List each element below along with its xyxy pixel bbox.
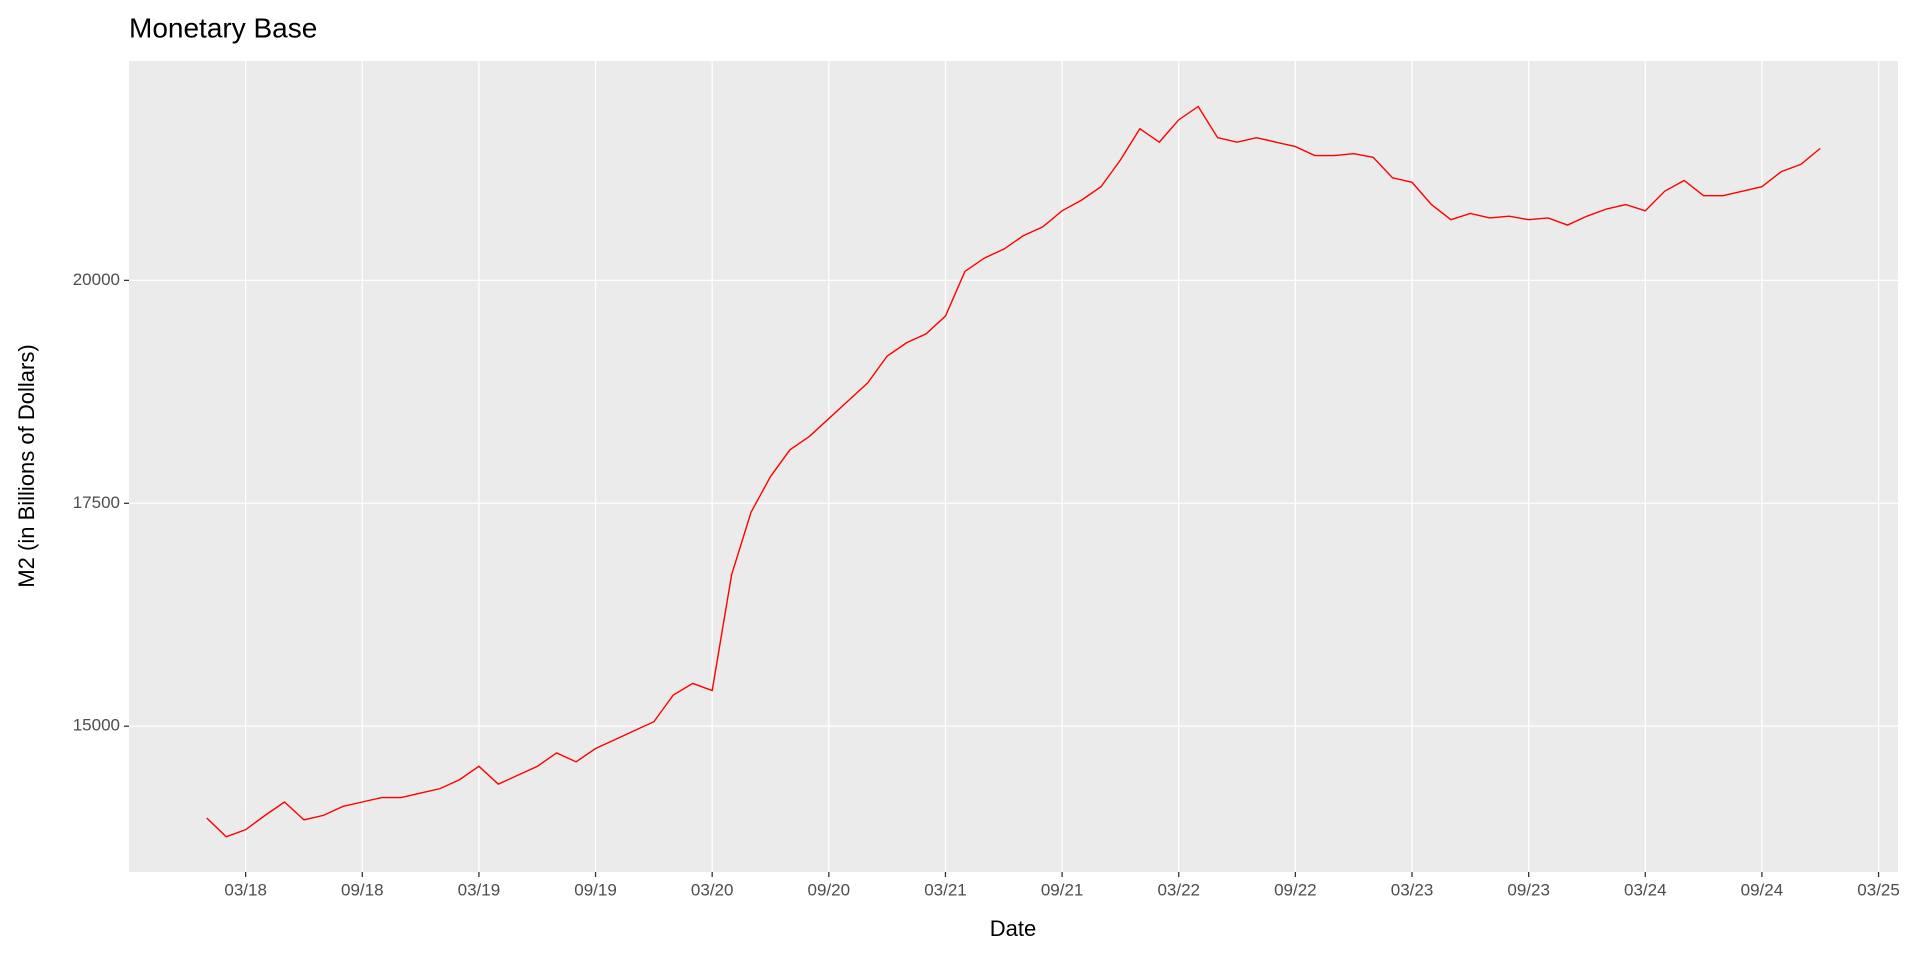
y-tick-label: 20000 (73, 270, 120, 289)
data-line (206, 105, 1821, 838)
x-tick-label: 03/18 (224, 880, 267, 899)
x-tick-label: 09/18 (341, 880, 384, 899)
x-tick-label: 09/20 (808, 880, 851, 899)
y-axis-title: M2 (in Billions of Dollars) (14, 344, 39, 587)
plot-panel (129, 61, 1898, 872)
x-tick-label: 03/20 (691, 880, 734, 899)
x-tick-label: 09/21 (1041, 880, 1084, 899)
y-tick-label: 15000 (73, 716, 120, 735)
x-tick-label: 03/22 (1157, 880, 1200, 899)
x-tick-label: 09/24 (1741, 880, 1784, 899)
x-tick-label: 03/21 (924, 880, 967, 899)
x-axis-title: Date (990, 916, 1036, 941)
x-tick-label: 03/25 (1857, 880, 1900, 899)
chart-title: Monetary Base (129, 12, 317, 43)
x-tick-label: 09/19 (574, 880, 617, 899)
y-tick-label: 17500 (73, 493, 120, 512)
x-tick-label: 09/22 (1274, 880, 1317, 899)
x-tick-label: 03/23 (1391, 880, 1434, 899)
x-tick-label: 03/24 (1624, 880, 1667, 899)
x-tick-label: 03/19 (458, 880, 501, 899)
x-tick-label: 09/23 (1507, 880, 1550, 899)
